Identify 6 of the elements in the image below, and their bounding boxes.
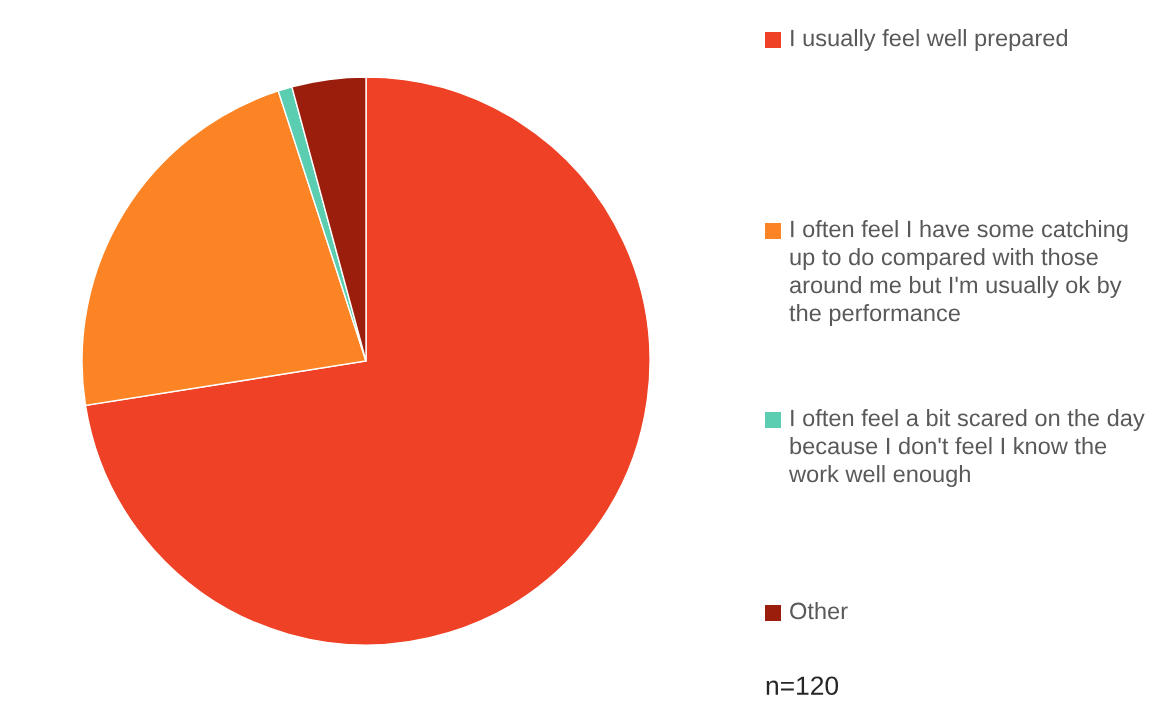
legend-label: Other bbox=[790, 602, 848, 620]
legend-label: I often feel I have some catching up to do compared with those around me but I'm usually ok by the performance bbox=[789, 220, 1128, 327]
text: n=120 bbox=[766, 676, 839, 696]
legend-label: I often feel a bit scared on the day because I don't feel I know the work well enough bbox=[788, 409, 1145, 488]
legend-label: I usually feel well prepared bbox=[791, 29, 1068, 52]
pie-slice bbox=[84, 76, 651, 646]
